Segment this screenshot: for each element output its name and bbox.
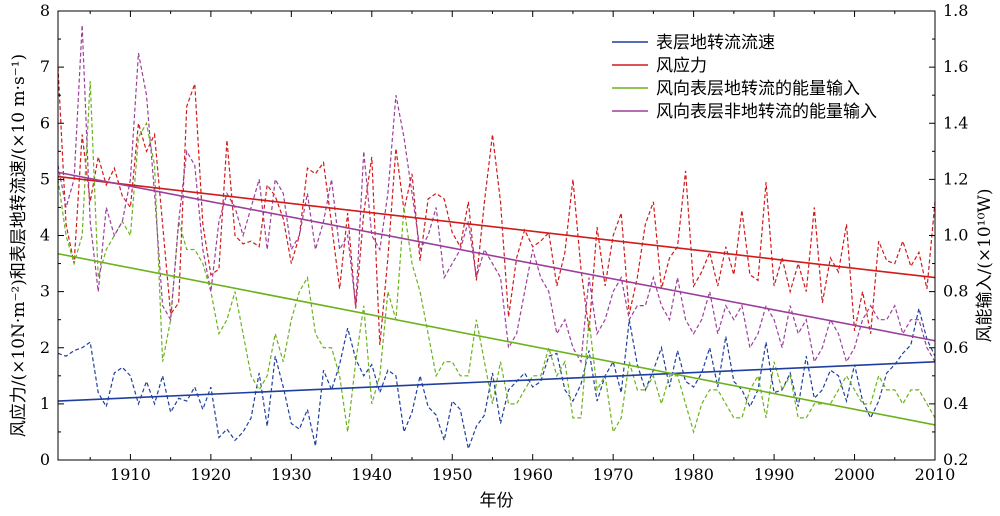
legend-label-1: 表层地转流流速 xyxy=(656,33,775,53)
x-tick-label: 1920 xyxy=(191,465,232,484)
y-right-tick-label: 1.0 xyxy=(943,226,968,245)
x-tick-label: 2010 xyxy=(915,465,956,484)
y-right-tick-label: 1.4 xyxy=(943,113,968,132)
y-left-tick-label: 1 xyxy=(40,394,50,413)
trend-line-1 xyxy=(57,360,936,402)
y-right-tick-label: 0.4 xyxy=(943,394,968,413)
y-left-tick-label: 2 xyxy=(40,338,50,357)
y-left-tick-label: 0 xyxy=(40,450,50,469)
x-axis-title: 年份 xyxy=(480,491,514,511)
x-tick-label: 1960 xyxy=(512,465,553,484)
y-left-tick-label: 6 xyxy=(40,113,50,132)
trend-line-2 xyxy=(57,175,936,279)
x-tick-label: 1980 xyxy=(673,465,714,484)
trend-layer xyxy=(57,171,936,426)
series-line-4 xyxy=(57,24,936,364)
x-tick-label: 1940 xyxy=(351,465,392,484)
y-right-tick-label: 1.8 xyxy=(943,1,968,20)
legend-label-4: 风向表层非地转流的能量输入 xyxy=(656,102,877,122)
y-right-tick-label: 0.2 xyxy=(943,450,968,469)
trend-line-4 xyxy=(57,171,936,342)
series-line-1 xyxy=(57,308,936,451)
y-left-tick-label: 5 xyxy=(40,169,50,188)
legend-label-2: 风应力 xyxy=(656,56,707,76)
x-tick-label: 1930 xyxy=(271,465,312,484)
x-tick-label: 1910 xyxy=(110,465,151,484)
y-left-axis-title: 风应力/(×10N·m⁻²)和表层地转流速/(×10 m·s⁻¹) xyxy=(9,54,29,437)
x-tick-label: 1990 xyxy=(754,465,795,484)
y-right-tick-label: 1.2 xyxy=(943,169,968,188)
y-left-tick-label: 7 xyxy=(40,57,50,76)
y-right-tick-label: 0.6 xyxy=(943,338,968,357)
y-right-axis-title: 风能输入/(×10¹⁰W) xyxy=(975,189,995,343)
ticks-layer: 1910 1920 1930 1940 1950 1960 1970 1980 1990 2000… xyxy=(40,1,969,484)
y-left-tick-label: 8 xyxy=(40,1,50,20)
y-left-tick-label: 3 xyxy=(40,282,50,301)
x-tick-label: 2000 xyxy=(834,465,875,484)
y-right-tick-label: 1.6 xyxy=(943,57,968,76)
legend-label-3: 风向表层地转流的能量输入 xyxy=(656,79,860,99)
y-left-tick-label: 4 xyxy=(40,226,50,245)
y-right-tick-label: 0.8 xyxy=(943,282,968,301)
x-tick-label: 1950 xyxy=(432,465,473,484)
x-tick-label: 1970 xyxy=(593,465,634,484)
trend-line-3 xyxy=(57,252,936,426)
series-line-2 xyxy=(57,67,936,345)
